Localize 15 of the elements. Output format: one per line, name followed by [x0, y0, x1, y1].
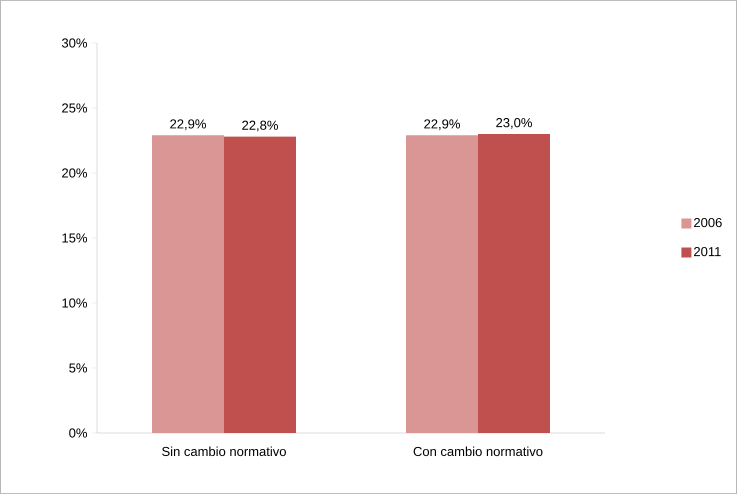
- data-label: 23,0%: [496, 118, 532, 129]
- y-tick-label: 15%: [62, 233, 87, 243]
- x-tick-label: Con cambio normativo: [414, 446, 542, 456]
- x-tick-label: Sin cambio normativo: [162, 446, 286, 456]
- data-label: 22,9%: [424, 119, 460, 130]
- y-tick-label: 20%: [62, 168, 87, 178]
- y-tick-label: 0%: [69, 428, 87, 438]
- y-tick-label: 10%: [62, 298, 87, 308]
- y-tick-label: 30%: [62, 38, 87, 48]
- y-tick-label: 25%: [62, 103, 87, 113]
- legend-label: 2006: [694, 218, 722, 228]
- y-tick-label: 5%: [69, 363, 87, 373]
- legend-label: 2011: [694, 246, 721, 256]
- data-label: 22,8%: [242, 120, 278, 132]
- data-label: 22,9%: [170, 119, 206, 130]
